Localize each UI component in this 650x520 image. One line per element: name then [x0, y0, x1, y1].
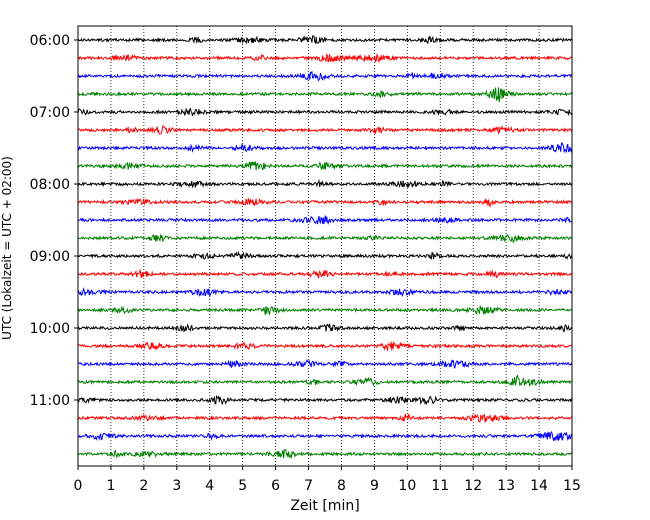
seismic-traces [77, 35, 573, 459]
trace-1130 [77, 430, 573, 442]
trace-1115 [77, 413, 573, 423]
x-tick-label: 9 [370, 478, 379, 494]
y-axis-ticks: 06:00 07:00 08:00 09:00 10:00 11:00 [30, 33, 78, 409]
x-tick-label: 4 [205, 478, 214, 494]
x-tick-label: 5 [238, 478, 247, 494]
trace-0915 [77, 268, 573, 280]
trace-0830 [77, 215, 573, 225]
x-tick-label: 7 [304, 478, 313, 494]
trace-0730 [77, 141, 573, 154]
y-tick-label: 07:00 [30, 105, 70, 121]
trace-1030 [77, 359, 573, 369]
trace-0945 [77, 305, 573, 316]
trace-0745 [77, 160, 573, 171]
x-tick-label: 10 [398, 478, 416, 494]
trace-1100 [77, 394, 573, 406]
trace-0800 [77, 178, 573, 189]
x-axis-ticks: 0 1 2 3 4 5 6 7 8 9 10 11 12 13 14 15 [74, 466, 581, 494]
plot-frame [77, 25, 573, 467]
trace-0630 [77, 70, 573, 82]
x-axis-label: Zeit [min] [290, 498, 359, 514]
x-tick-label: 2 [139, 478, 148, 494]
y-axis-label: UTC (Lokalzeit = UTC + 02:00) [0, 156, 14, 340]
x-tick-label: 13 [497, 478, 515, 494]
y-tick-label: 06:00 [30, 33, 70, 49]
x-tick-label: 1 [106, 478, 115, 494]
trace-0900 [77, 250, 573, 260]
trace-0700 [77, 107, 573, 117]
trace-0845 [77, 233, 573, 244]
trace-1145 [77, 449, 573, 459]
x-tick-label: 15 [563, 478, 581, 494]
x-tick-label: 8 [337, 478, 346, 494]
x-tick-label: 11 [431, 478, 449, 494]
trace-0815 [77, 197, 573, 208]
y-tick-label: 11:00 [30, 393, 70, 409]
y-tick-label: 09:00 [30, 249, 70, 265]
trace-1000 [77, 323, 573, 333]
trace-0600 [77, 35, 573, 45]
trace-0615 [77, 53, 573, 63]
x-tick-label: 0 [74, 478, 83, 494]
trace-0715 [77, 125, 573, 135]
x-tick-label: 14 [530, 478, 548, 494]
grid-lines [110, 26, 540, 466]
x-tick-label: 6 [271, 478, 280, 494]
y-tick-label: 10:00 [30, 321, 70, 337]
x-tick-label: 12 [464, 478, 482, 494]
y-tick-label: 08:00 [30, 177, 70, 193]
trace-0930 [77, 287, 573, 297]
trace-1015 [77, 340, 573, 352]
trace-0645 [77, 87, 573, 103]
x-tick-label: 3 [172, 478, 181, 494]
trace-1045 [77, 374, 573, 387]
